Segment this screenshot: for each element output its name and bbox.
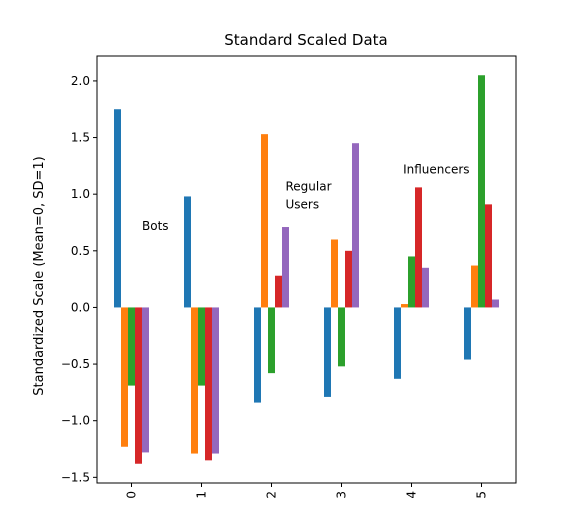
- bar-series-0-cat-1: [184, 196, 191, 308]
- y-tick-label: 0.0: [71, 300, 90, 314]
- annotation-label: Users: [286, 197, 320, 211]
- bar-series-0-cat-5: [464, 307, 471, 360]
- annotation-label: Regular: [286, 179, 332, 193]
- y-axis-ticks: −1.5 −1.0 −0.5 0.0 0.5 1.0 1.5 2.0: [61, 74, 97, 484]
- bar-series-3-cat-2: [275, 275, 282, 308]
- annotations-group: Bots Regular Users Influencers: [142, 162, 470, 233]
- x-tick-label: 2: [265, 491, 279, 499]
- bar-series-1-cat-1: [191, 307, 198, 454]
- x-tick-label: 4: [405, 491, 419, 499]
- bar-series-1-cat-2: [261, 134, 268, 308]
- y-tick-label: −1.5: [61, 470, 90, 484]
- y-axis-label: Standardized Scale (Mean=0, SD=1): [32, 156, 47, 395]
- y-tick-label: −0.5: [61, 357, 90, 371]
- bar-series-4-cat-4: [422, 267, 429, 308]
- chart-title: Standard Scaled Data: [224, 31, 387, 49]
- bar-series-3-cat-0: [135, 307, 142, 464]
- y-tick-label: 0.5: [71, 244, 90, 258]
- bars-group: [114, 75, 499, 464]
- y-tick-label: 1.5: [71, 131, 90, 145]
- bar-series-3-cat-1: [205, 307, 212, 461]
- bar-series-2-cat-5: [478, 75, 485, 308]
- bar-series-0-cat-2: [254, 307, 261, 403]
- x-tick-label: 5: [475, 491, 489, 499]
- bar-series-0-cat-0: [114, 109, 121, 308]
- bar-series-3-cat-4: [415, 187, 422, 308]
- bar-series-2-cat-1: [198, 307, 205, 386]
- annotation-label: Influencers: [403, 162, 469, 176]
- y-tick-label: −1.0: [61, 414, 90, 428]
- bar-series-2-cat-3: [338, 307, 345, 367]
- bar-series-1-cat-5: [471, 265, 478, 308]
- bar-series-1-cat-0: [121, 307, 128, 447]
- x-axis-ticks: 0 1 2 3 4 5: [125, 483, 489, 499]
- annotation-label: Bots: [142, 219, 169, 233]
- bar-series-2-cat-2: [268, 307, 275, 374]
- y-tick-label: 2.0: [71, 74, 90, 88]
- bar-series-1-cat-4: [401, 304, 408, 308]
- bar-series-0-cat-3: [324, 307, 331, 397]
- bar-series-3-cat-5: [485, 204, 492, 308]
- bar-series-2-cat-4: [408, 256, 415, 308]
- x-tick-label: 1: [195, 491, 209, 499]
- bar-series-4-cat-5: [492, 299, 499, 308]
- bar-series-1-cat-3: [331, 239, 338, 308]
- bar-series-3-cat-3: [345, 250, 352, 308]
- x-tick-label: 3: [335, 491, 349, 499]
- x-tick-label: 0: [125, 491, 139, 499]
- bar-series-4-cat-2: [282, 227, 289, 308]
- plot-frame: [96, 55, 517, 484]
- bar-series-4-cat-3: [352, 143, 359, 308]
- bar-series-4-cat-0: [142, 307, 149, 453]
- bar-series-4-cat-1: [212, 307, 219, 454]
- bar-series-2-cat-0: [128, 307, 135, 386]
- y-tick-label: 1.0: [71, 187, 90, 201]
- bar-series-0-cat-4: [394, 307, 401, 379]
